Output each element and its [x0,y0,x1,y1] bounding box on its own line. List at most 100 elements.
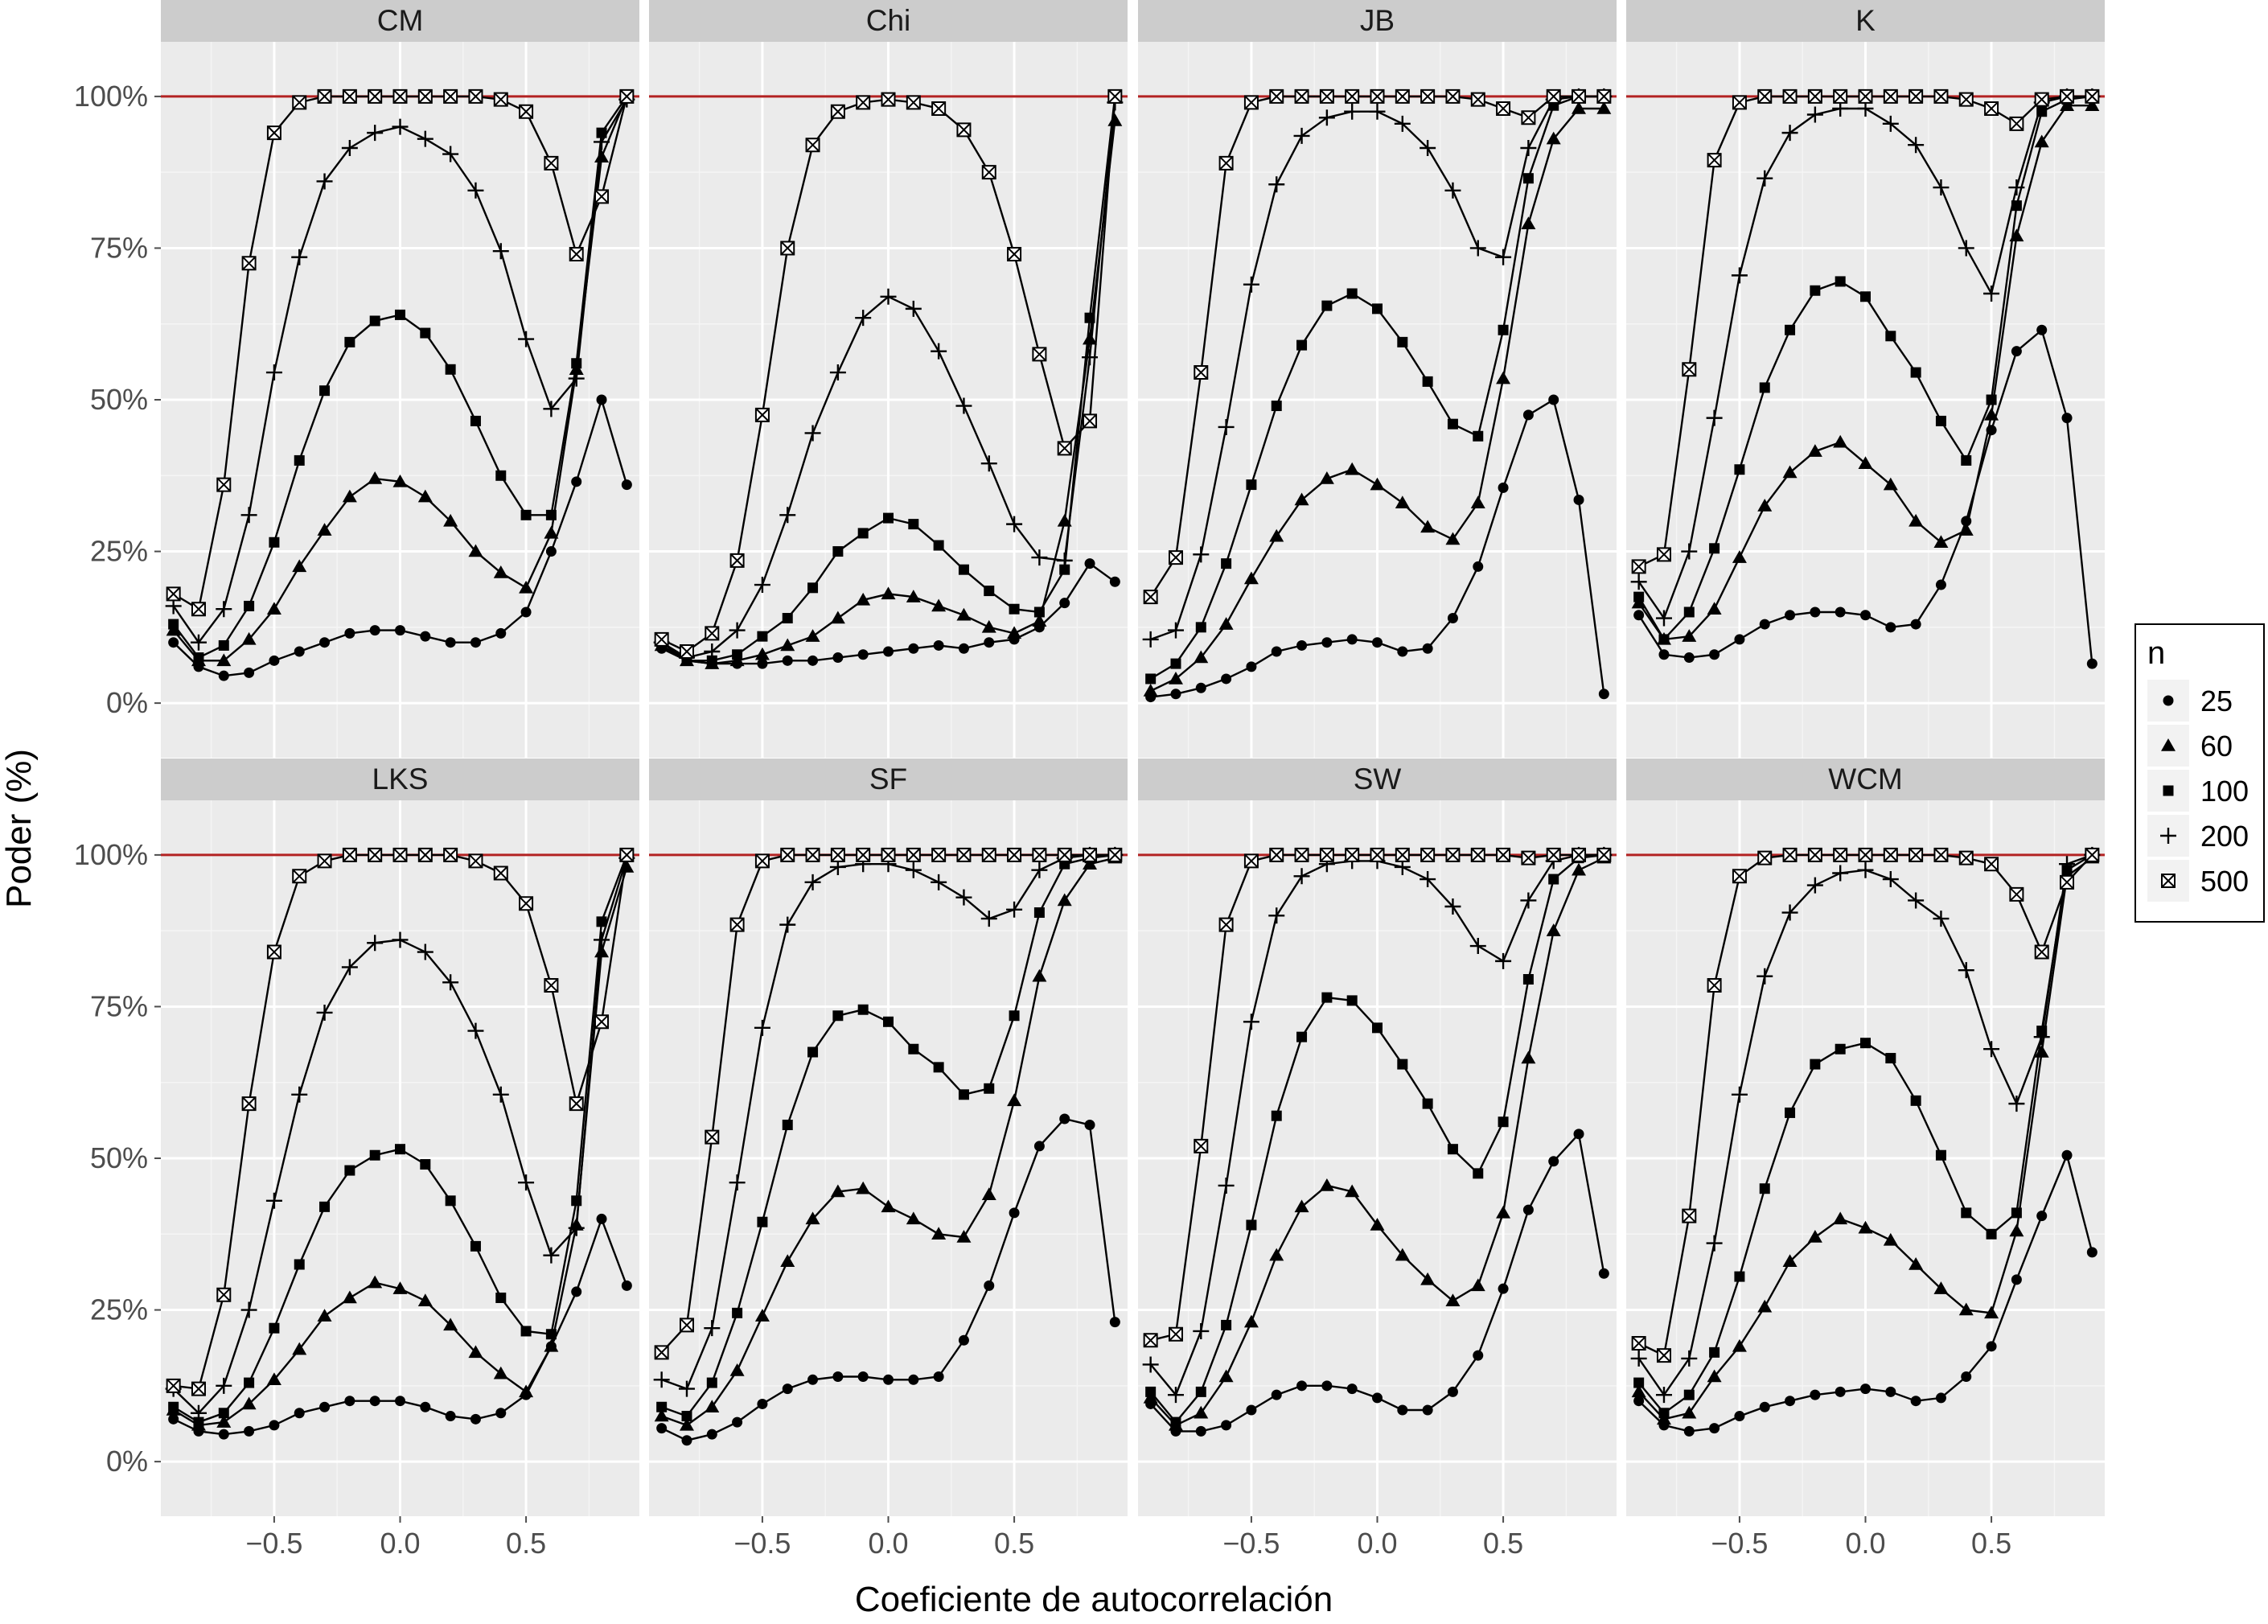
data-point [1833,847,1848,862]
data-point [395,309,405,320]
data-point [519,580,534,594]
data-point [883,646,894,657]
data-point [1630,574,1647,590]
data-point [1498,482,1509,493]
data-point [1473,1350,1484,1361]
data-point [1420,1272,1436,1285]
data-point [2034,944,2049,960]
data-point [417,1293,433,1306]
data-point [1785,324,1796,335]
data-point [193,652,204,664]
data-point [780,241,795,256]
data-point [1346,1383,1358,1395]
data-point [1546,131,1561,145]
data-point [704,1320,721,1337]
data-point [1883,847,1898,862]
data-point [1734,1271,1745,1282]
data-point [470,1240,481,1252]
data-point [520,1326,532,1337]
data-point [1757,88,1773,104]
data-point [594,1014,610,1030]
data-point [1707,1369,1722,1383]
data-point [1986,1228,1997,1240]
data-point [1420,88,1436,104]
data-point [829,364,846,381]
data-point [241,256,257,271]
data-point [1195,1425,1206,1437]
data-point [1935,1149,1946,1161]
panel-k: K [1626,0,2105,758]
data-point [1961,454,1972,466]
data-point [1759,1183,1770,1194]
data-point [1908,1256,1924,1270]
data-point [443,847,458,862]
data-point [596,127,607,138]
panel-sf: SF −0.5 0.0 0.5 [649,759,1128,1560]
legend-label: 100 [2200,775,2249,808]
data-point [1142,1356,1159,1373]
series-100 [656,849,1120,1422]
data-point [1395,1248,1410,1261]
data-point [417,130,433,147]
data-point [1498,324,1509,335]
series-60 [1143,850,1612,1431]
legend-key [2161,874,2176,888]
y-tick-label: 75% [90,989,148,1022]
data-point [1658,649,1670,660]
data-point [832,652,844,664]
data-point [1709,1346,1720,1358]
data-point [269,537,280,548]
data-point [1910,1095,1921,1106]
series-100 [1145,849,1609,1428]
data-point [1785,1107,1796,1118]
panel-lks: LKS 0% 25% 50% 75% 100% −0.5 0.0 0.5 [74,759,639,1560]
data-point [1143,590,1158,605]
data-point [266,944,281,960]
data-point [1548,394,1559,405]
data-point [621,1280,632,1291]
series-100 [168,91,632,664]
data-point [420,631,431,642]
data-point [1345,88,1360,104]
data-point [1009,603,1020,615]
data-point [1496,371,1511,384]
data-point [1268,907,1285,924]
series-25 [1633,1149,2097,1437]
strip-background [161,0,639,42]
data-point [857,649,869,660]
data-point [1218,155,1234,171]
data-point [319,1401,331,1412]
legend-key [2161,738,2176,751]
data-point [392,88,408,104]
data-point [619,88,635,104]
data-point [240,1301,257,1318]
data-point [1633,1396,1645,1407]
data-point [1910,619,1921,630]
legend-item-25: 25 [2147,680,2233,722]
series-500 [166,847,635,1396]
data-point [1395,495,1410,508]
data-point [1757,498,1773,512]
data-point [830,1184,845,1198]
data-point [1498,1283,1509,1294]
data-point [1706,409,1723,426]
data-point [392,1281,408,1294]
series-500 [654,847,1123,1360]
x-tick-label: 0.5 [1483,1527,1523,1560]
data-point [980,455,997,472]
data-point [729,553,745,568]
data-point [1596,101,1612,114]
y-tick-label: 50% [90,383,148,416]
data-point [830,104,845,119]
data-point [1656,1348,1671,1363]
data-point [1444,182,1461,199]
data-point [420,1401,431,1412]
data-point [244,1377,255,1388]
data-point [1958,523,1974,536]
data-point [216,477,232,492]
data-point [1397,1059,1408,1070]
data-point [757,631,768,642]
data-point [1293,868,1310,885]
x-tick-label: −0.5 [1222,1527,1280,1560]
data-point [395,625,405,636]
